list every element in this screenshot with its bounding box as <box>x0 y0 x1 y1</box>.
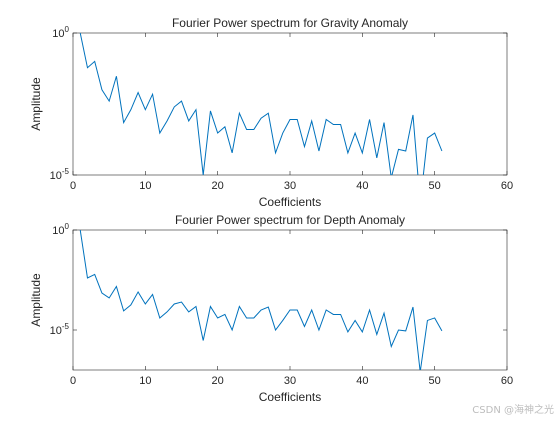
x-tick-label: 30 <box>284 180 296 192</box>
x-tick-label: 60 <box>501 375 513 387</box>
x-axis-label: Coefficients <box>259 390 321 404</box>
chart-2: 0 10 20 30 40 50 60 100 10-5 Fourier Power spectr… <box>29 213 513 404</box>
x-tick-label: 10 <box>139 375 151 387</box>
chart-1: 0 10 20 30 40 50 60 100 10-5 Fourier Power spectr… <box>29 16 513 209</box>
y-tick-label: 100 <box>52 222 69 237</box>
x-tick-label: 40 <box>356 180 368 192</box>
x-axis-label: Coefficients <box>259 195 321 209</box>
x-tick-label: 0 <box>70 180 76 192</box>
chart-title: Fourier Power spectrum for Depth Anomaly <box>175 213 405 227</box>
chart-title: Fourier Power spectrum for Gravity Anoma… <box>172 16 408 30</box>
x-tick-label: 50 <box>429 375 441 387</box>
x-tick-label: 40 <box>356 375 368 387</box>
x-tick-label: 30 <box>284 375 296 387</box>
y-axis-label: Amplitude <box>29 77 43 131</box>
y-tick-label: 10-5 <box>50 322 70 337</box>
x-tick-label: 0 <box>70 375 76 387</box>
plot-area <box>73 33 507 175</box>
x-tick-label: 50 <box>429 180 441 192</box>
watermark: CSDN @海神之光 <box>472 401 554 416</box>
x-tick-label: 10 <box>139 180 151 192</box>
x-tick-label: 20 <box>212 375 224 387</box>
y-axis-label: Amplitude <box>29 273 43 327</box>
plot-area <box>73 230 507 370</box>
y-tick-label: 100 <box>52 25 69 40</box>
y-tick-label: 10-5 <box>50 167 70 182</box>
x-tick-label: 20 <box>212 180 224 192</box>
x-tick-label: 60 <box>501 180 513 192</box>
